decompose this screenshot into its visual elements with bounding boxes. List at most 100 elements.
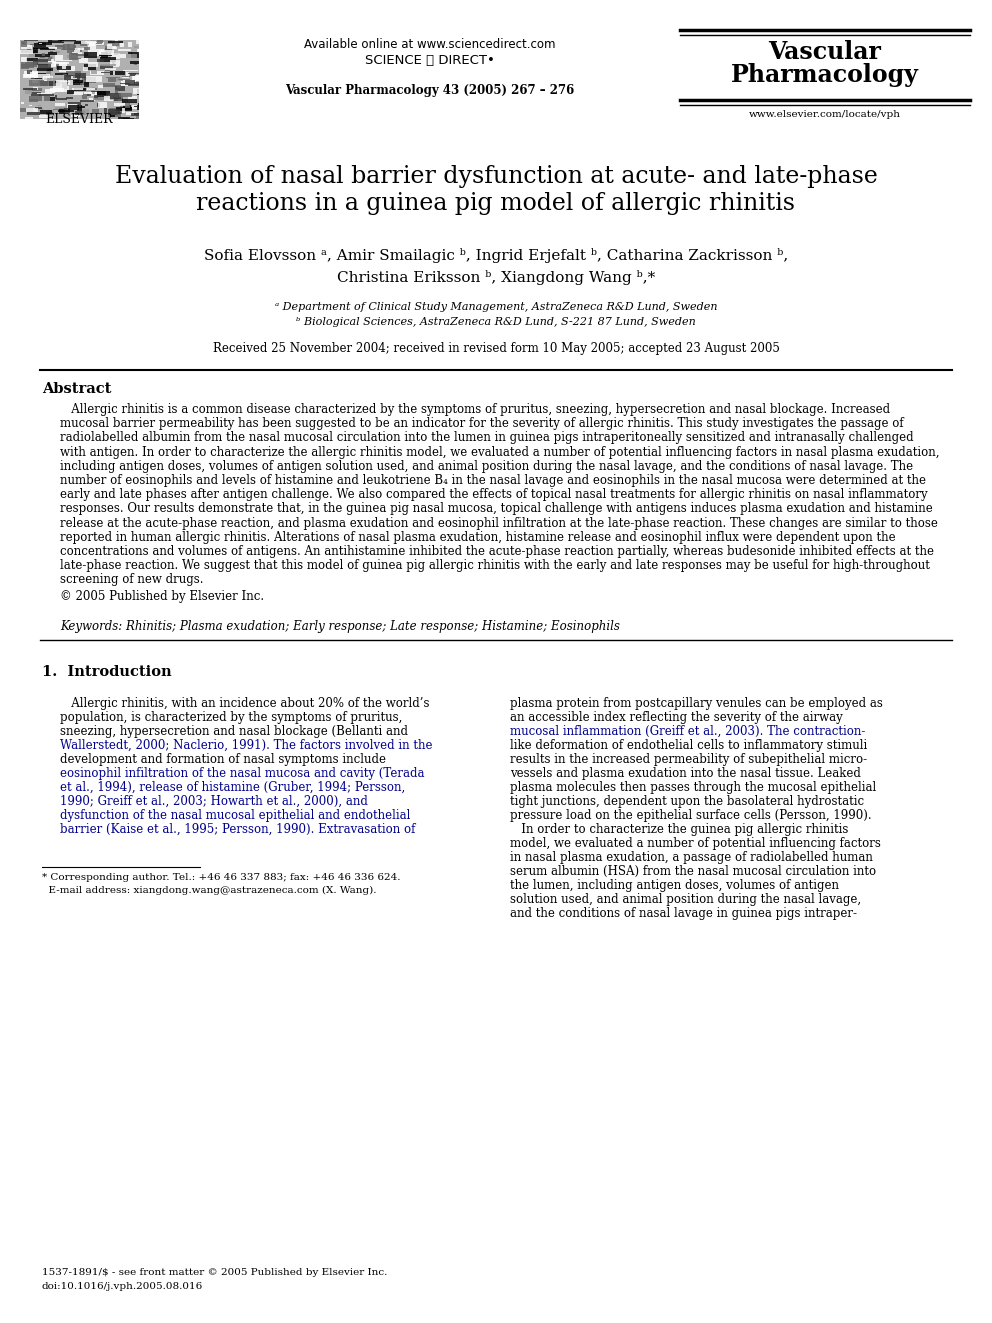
- Bar: [56, 103, 64, 106]
- Bar: [80, 99, 94, 102]
- Bar: [33, 86, 39, 90]
- Bar: [86, 94, 90, 97]
- Bar: [23, 74, 35, 78]
- Bar: [35, 78, 43, 79]
- Bar: [114, 98, 123, 102]
- Text: In order to characterize the guinea pig allergic rhinitis: In order to characterize the guinea pig …: [510, 823, 848, 836]
- Bar: [50, 81, 53, 86]
- Bar: [83, 65, 95, 70]
- Text: reactions in a guinea pig model of allergic rhinitis: reactions in a guinea pig model of aller…: [196, 192, 796, 216]
- Bar: [59, 110, 73, 111]
- Bar: [39, 94, 55, 95]
- Bar: [21, 102, 24, 105]
- Bar: [90, 70, 96, 74]
- Bar: [115, 86, 125, 91]
- Bar: [70, 58, 80, 60]
- Text: solution used, and animal position during the nasal lavage,: solution used, and animal position durin…: [510, 893, 861, 906]
- Bar: [49, 57, 52, 61]
- Text: Received 25 November 2004; received in revised form 10 May 2005; accepted 23 Aug: Received 25 November 2004; received in r…: [212, 343, 780, 355]
- Bar: [81, 41, 96, 44]
- Bar: [138, 49, 149, 54]
- Bar: [111, 53, 120, 60]
- Bar: [60, 37, 75, 41]
- Bar: [112, 61, 115, 65]
- Bar: [57, 45, 65, 49]
- Bar: [82, 66, 87, 71]
- Bar: [34, 74, 51, 78]
- Bar: [20, 50, 34, 54]
- Text: www.elsevier.com/locate/vph: www.elsevier.com/locate/vph: [749, 110, 901, 119]
- Bar: [53, 82, 68, 83]
- Bar: [31, 77, 35, 79]
- Bar: [24, 71, 38, 77]
- Bar: [56, 74, 68, 75]
- Bar: [45, 89, 55, 93]
- Bar: [21, 62, 34, 67]
- Text: Keywords: Rhinitis; Plasma exudation; Early response; Late response; Histamine; : Keywords: Rhinitis; Plasma exudation; Ea…: [60, 619, 620, 632]
- Bar: [50, 48, 62, 49]
- Text: Vascular: Vascular: [769, 40, 882, 64]
- Bar: [21, 50, 37, 53]
- Bar: [115, 40, 118, 45]
- Bar: [104, 97, 110, 101]
- Bar: [57, 98, 67, 99]
- Bar: [128, 85, 144, 86]
- Bar: [104, 69, 115, 70]
- Bar: [122, 75, 126, 78]
- Text: concentrations and volumes of antigens. An antihistamine inhibited the acute-pha: concentrations and volumes of antigens. …: [60, 545, 934, 558]
- Bar: [26, 58, 38, 61]
- Bar: [109, 70, 125, 74]
- Bar: [99, 54, 112, 57]
- Text: Allergic rhinitis, with an incidence about 20% of the world’s: Allergic rhinitis, with an incidence abo…: [60, 697, 430, 709]
- Bar: [35, 107, 43, 108]
- Text: reported in human allergic rhinitis. Alterations of nasal plasma exudation, hist: reported in human allergic rhinitis. Alt…: [60, 531, 896, 544]
- Bar: [96, 40, 103, 44]
- Bar: [55, 45, 64, 48]
- Bar: [40, 81, 49, 86]
- Bar: [112, 97, 117, 99]
- Bar: [116, 78, 123, 81]
- Bar: [110, 115, 115, 116]
- Bar: [77, 106, 85, 108]
- Bar: [83, 93, 96, 94]
- Bar: [89, 93, 98, 97]
- Bar: [90, 70, 104, 75]
- Bar: [70, 82, 81, 86]
- Bar: [136, 40, 144, 44]
- Bar: [68, 102, 80, 107]
- Text: barrier (Kaise et al., 1995; Persson, 1990). Extravasation of: barrier (Kaise et al., 1995; Persson, 19…: [60, 823, 416, 836]
- Bar: [97, 40, 112, 46]
- Bar: [125, 103, 130, 107]
- Text: pressure load on the epithelial surface cells (Persson, 1990).: pressure load on the epithelial surface …: [510, 808, 872, 822]
- Bar: [62, 44, 69, 50]
- Bar: [91, 40, 97, 44]
- Text: SCIENCE ⓐ DIRECT•: SCIENCE ⓐ DIRECT•: [365, 54, 495, 67]
- Bar: [101, 71, 112, 73]
- Bar: [55, 62, 69, 65]
- Bar: [62, 60, 72, 61]
- Bar: [46, 112, 54, 115]
- Bar: [71, 75, 77, 78]
- Bar: [24, 87, 37, 90]
- Bar: [137, 49, 149, 52]
- Bar: [69, 81, 83, 83]
- Text: the lumen, including antigen doses, volumes of antigen: the lumen, including antigen doses, volu…: [510, 878, 839, 892]
- Bar: [74, 48, 79, 53]
- Bar: [98, 54, 107, 56]
- Bar: [65, 98, 73, 99]
- Text: an accessible index reflecting the severity of the airway: an accessible index reflecting the sever…: [510, 710, 843, 724]
- Bar: [100, 65, 113, 69]
- Bar: [83, 52, 97, 58]
- Text: et al., 1994), release of histamine (Gruber, 1994; Persson,: et al., 1994), release of histamine (Gru…: [60, 781, 406, 794]
- Bar: [97, 91, 110, 95]
- Text: E-mail address: xiangdong.wang@astrazeneca.com (X. Wang).: E-mail address: xiangdong.wang@astrazene…: [42, 885, 377, 894]
- Bar: [56, 64, 59, 69]
- Bar: [78, 48, 85, 50]
- Bar: [73, 75, 78, 78]
- Bar: [46, 70, 52, 74]
- Bar: [120, 54, 126, 58]
- Text: and the conditions of nasal lavage in guinea pigs intraper-: and the conditions of nasal lavage in gu…: [510, 906, 857, 919]
- Bar: [114, 103, 129, 106]
- Bar: [85, 103, 88, 106]
- Bar: [131, 53, 148, 58]
